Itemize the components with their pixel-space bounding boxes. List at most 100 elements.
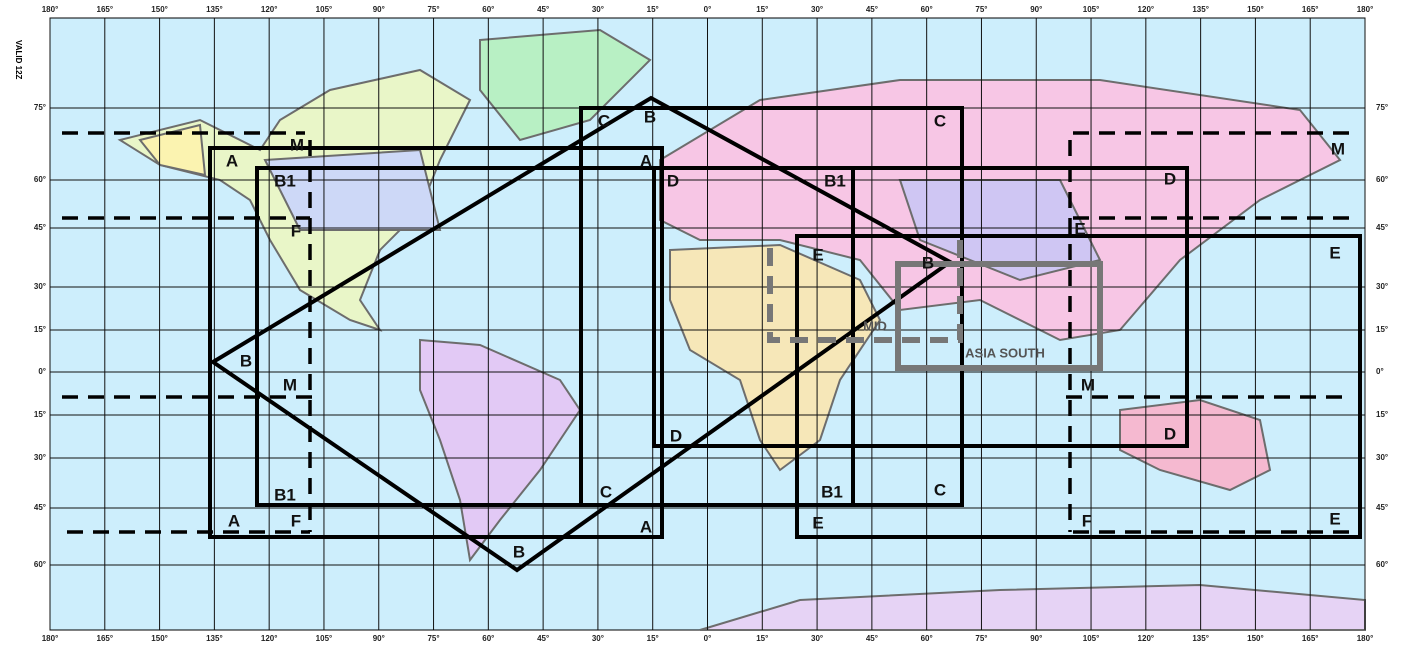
lon-label: 165° bbox=[1302, 5, 1319, 14]
lon-label: 30° bbox=[592, 634, 604, 643]
lat-label: 15° bbox=[34, 325, 46, 334]
lon-label: 15° bbox=[647, 5, 659, 14]
lat-label: 15° bbox=[1376, 325, 1388, 334]
lon-label: 180° bbox=[1357, 634, 1374, 643]
lat-label: 45° bbox=[1376, 223, 1388, 232]
land bbox=[117, 28, 1366, 631]
region-label: A bbox=[228, 511, 240, 530]
lon-label: 120° bbox=[261, 634, 278, 643]
region-mf bbox=[62, 131, 1357, 534]
greenland bbox=[479, 28, 652, 142]
region-label: ASIA SOUTH bbox=[965, 345, 1045, 360]
lon-label: 165° bbox=[97, 634, 114, 643]
region-label: D bbox=[1164, 424, 1176, 443]
region-label: B bbox=[240, 351, 252, 370]
region-label: E bbox=[812, 245, 823, 264]
region-label: F bbox=[291, 511, 301, 530]
region-label: B bbox=[922, 253, 934, 272]
lon-label: 15° bbox=[756, 5, 768, 14]
lon-label: 150° bbox=[151, 634, 168, 643]
lon-label: 150° bbox=[151, 5, 168, 14]
lon-label: 90° bbox=[373, 5, 385, 14]
region-label: M bbox=[283, 375, 297, 394]
region-label: C bbox=[598, 111, 610, 130]
lon-label: 75° bbox=[427, 634, 439, 643]
lon-label: 30° bbox=[811, 5, 823, 14]
region-label: B1 bbox=[824, 171, 846, 190]
lat-label: 0° bbox=[38, 367, 46, 376]
region-label: F bbox=[291, 221, 301, 240]
africa bbox=[669, 243, 882, 472]
region-e bbox=[795, 234, 1362, 539]
lon-label: 0° bbox=[704, 634, 712, 643]
lon-label: 30° bbox=[592, 5, 604, 14]
region-label: M bbox=[290, 135, 304, 154]
lat-label: 60° bbox=[34, 560, 46, 569]
lon-label: 150° bbox=[1247, 634, 1264, 643]
lon-label: 165° bbox=[97, 5, 114, 14]
lon-label: 105° bbox=[316, 5, 333, 14]
lon-label: 60° bbox=[921, 634, 933, 643]
lon-label: 75° bbox=[975, 5, 987, 14]
lon-label: 180° bbox=[42, 634, 59, 643]
region-label: B1 bbox=[274, 485, 296, 504]
lon-label: 60° bbox=[482, 634, 494, 643]
lat-label: 30° bbox=[34, 453, 46, 462]
lon-label: 90° bbox=[1030, 634, 1042, 643]
lat-label: 15° bbox=[1376, 410, 1388, 419]
lon-label: 105° bbox=[1083, 634, 1100, 643]
region-label: D bbox=[1164, 169, 1176, 188]
regions bbox=[62, 95, 1362, 573]
lat-label: 0° bbox=[1376, 367, 1384, 376]
lat-label: 60° bbox=[1376, 175, 1388, 184]
lon-label: 75° bbox=[427, 5, 439, 14]
region-label: A bbox=[640, 151, 652, 170]
lat-label: 75° bbox=[34, 103, 46, 112]
lat-label: 60° bbox=[1376, 560, 1388, 569]
region-label: B bbox=[513, 542, 525, 561]
region-b bbox=[209, 95, 954, 573]
lat-label: 45° bbox=[1376, 503, 1388, 512]
lat-label: 75° bbox=[1376, 103, 1388, 112]
lon-label: 45° bbox=[866, 5, 878, 14]
region-label: F bbox=[1082, 511, 1092, 530]
lon-label: 105° bbox=[1083, 5, 1100, 14]
alaska bbox=[138, 123, 207, 177]
region-label: M bbox=[1081, 375, 1095, 394]
region-label: A bbox=[226, 151, 238, 170]
lat-label: 45° bbox=[34, 223, 46, 232]
region-d bbox=[652, 166, 1189, 448]
region-label: B1 bbox=[821, 482, 843, 501]
lat-label: 15° bbox=[34, 410, 46, 419]
region-label: E bbox=[1329, 509, 1340, 528]
lon-label: 135° bbox=[1192, 5, 1209, 14]
lon-label: 180° bbox=[42, 5, 59, 14]
australia bbox=[1119, 398, 1272, 492]
region-label: D bbox=[670, 426, 682, 445]
lon-label: 165° bbox=[1302, 634, 1319, 643]
lat-label: 30° bbox=[34, 282, 46, 291]
region-label: E bbox=[1074, 219, 1085, 238]
region-label: E bbox=[812, 513, 823, 532]
lon-label: 45° bbox=[537, 634, 549, 643]
region-label: M bbox=[1331, 139, 1345, 158]
region-label: A bbox=[640, 517, 652, 536]
lon-label: 45° bbox=[866, 634, 878, 643]
lon-label: 180° bbox=[1357, 5, 1374, 14]
lat-label: 45° bbox=[34, 503, 46, 512]
lon-label: 120° bbox=[261, 5, 278, 14]
lon-label: 90° bbox=[373, 634, 385, 643]
lon-label: 135° bbox=[1192, 634, 1209, 643]
lon-label: 15° bbox=[647, 634, 659, 643]
region-label: D bbox=[667, 171, 679, 190]
region-label: C bbox=[600, 482, 612, 501]
region-label: MID bbox=[863, 318, 887, 333]
lon-label: 60° bbox=[921, 5, 933, 14]
lon-label: 150° bbox=[1247, 5, 1264, 14]
lon-label: 105° bbox=[316, 634, 333, 643]
region-a bbox=[208, 146, 664, 539]
lat-label: 60° bbox=[34, 175, 46, 184]
lon-label: 75° bbox=[975, 634, 987, 643]
region-label: C bbox=[934, 111, 946, 130]
